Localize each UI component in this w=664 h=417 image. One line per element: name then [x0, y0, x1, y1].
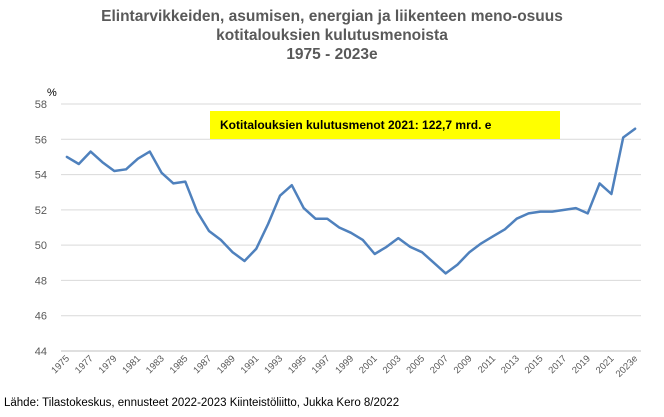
x-tick-label: 2007 — [428, 353, 451, 376]
y-tick-label: 50 — [35, 240, 47, 252]
y-tick-label: 46 — [35, 311, 47, 323]
x-tick-label: 2023e — [614, 353, 640, 379]
series-line — [65, 127, 637, 275]
x-tick-label: 2019 — [570, 353, 593, 376]
x-tick-label: 1989 — [215, 353, 238, 376]
x-tick-label: 2009 — [452, 353, 475, 376]
y-tick-label: 52 — [35, 205, 47, 217]
chart-title-line-1: Elintarvikkeiden, asumisen, energian ja … — [101, 8, 563, 25]
x-tick-label: 2017 — [546, 353, 569, 376]
x-tick-label: 2003 — [381, 353, 404, 376]
x-tick-label: 1999 — [333, 353, 356, 376]
y-axis-unit: % — [47, 87, 57, 99]
x-tick-label: 1997 — [310, 353, 333, 376]
annotation-box: Kotitalouksien kulutusmenot 2021: 122,7 … — [210, 111, 560, 139]
x-tick-label: 1995 — [286, 353, 309, 376]
y-tick-label: 44 — [35, 346, 47, 358]
y-tick-label: 48 — [35, 275, 47, 287]
x-tick-label: 1983 — [144, 353, 167, 376]
x-tick-label: 2005 — [404, 353, 427, 376]
x-tick-label: 2001 — [357, 353, 380, 376]
x-tick-label: 1975 — [49, 353, 72, 376]
chart-title-line-3: 1975 - 2023e — [286, 46, 378, 63]
y-tick-label: 54 — [35, 170, 47, 182]
x-tick-label: 1981 — [120, 353, 143, 376]
x-tick-label: 1977 — [73, 353, 96, 376]
x-tick-label: 1987 — [191, 353, 214, 376]
chart-title-line-2: kotitalouksien kulutusmenoista — [216, 27, 448, 44]
y-tick-label: 58 — [35, 99, 47, 111]
x-tick-label: 2013 — [499, 353, 522, 376]
y-tick-label: 56 — [35, 134, 47, 146]
source-note: Lähde: Tilastokeskus, ennusteet 2022-202… — [4, 397, 400, 409]
x-tick-label: 1985 — [168, 353, 191, 376]
x-tick-label: 1993 — [262, 353, 285, 376]
x-tick-label: 2015 — [523, 353, 546, 376]
x-tick-label: 1991 — [239, 353, 262, 376]
chart-title: Elintarvikkeiden, asumisen, energian ja … — [0, 7, 664, 64]
x-tick-label: 1979 — [97, 353, 120, 376]
x-tick-label: 2011 — [476, 353, 498, 375]
